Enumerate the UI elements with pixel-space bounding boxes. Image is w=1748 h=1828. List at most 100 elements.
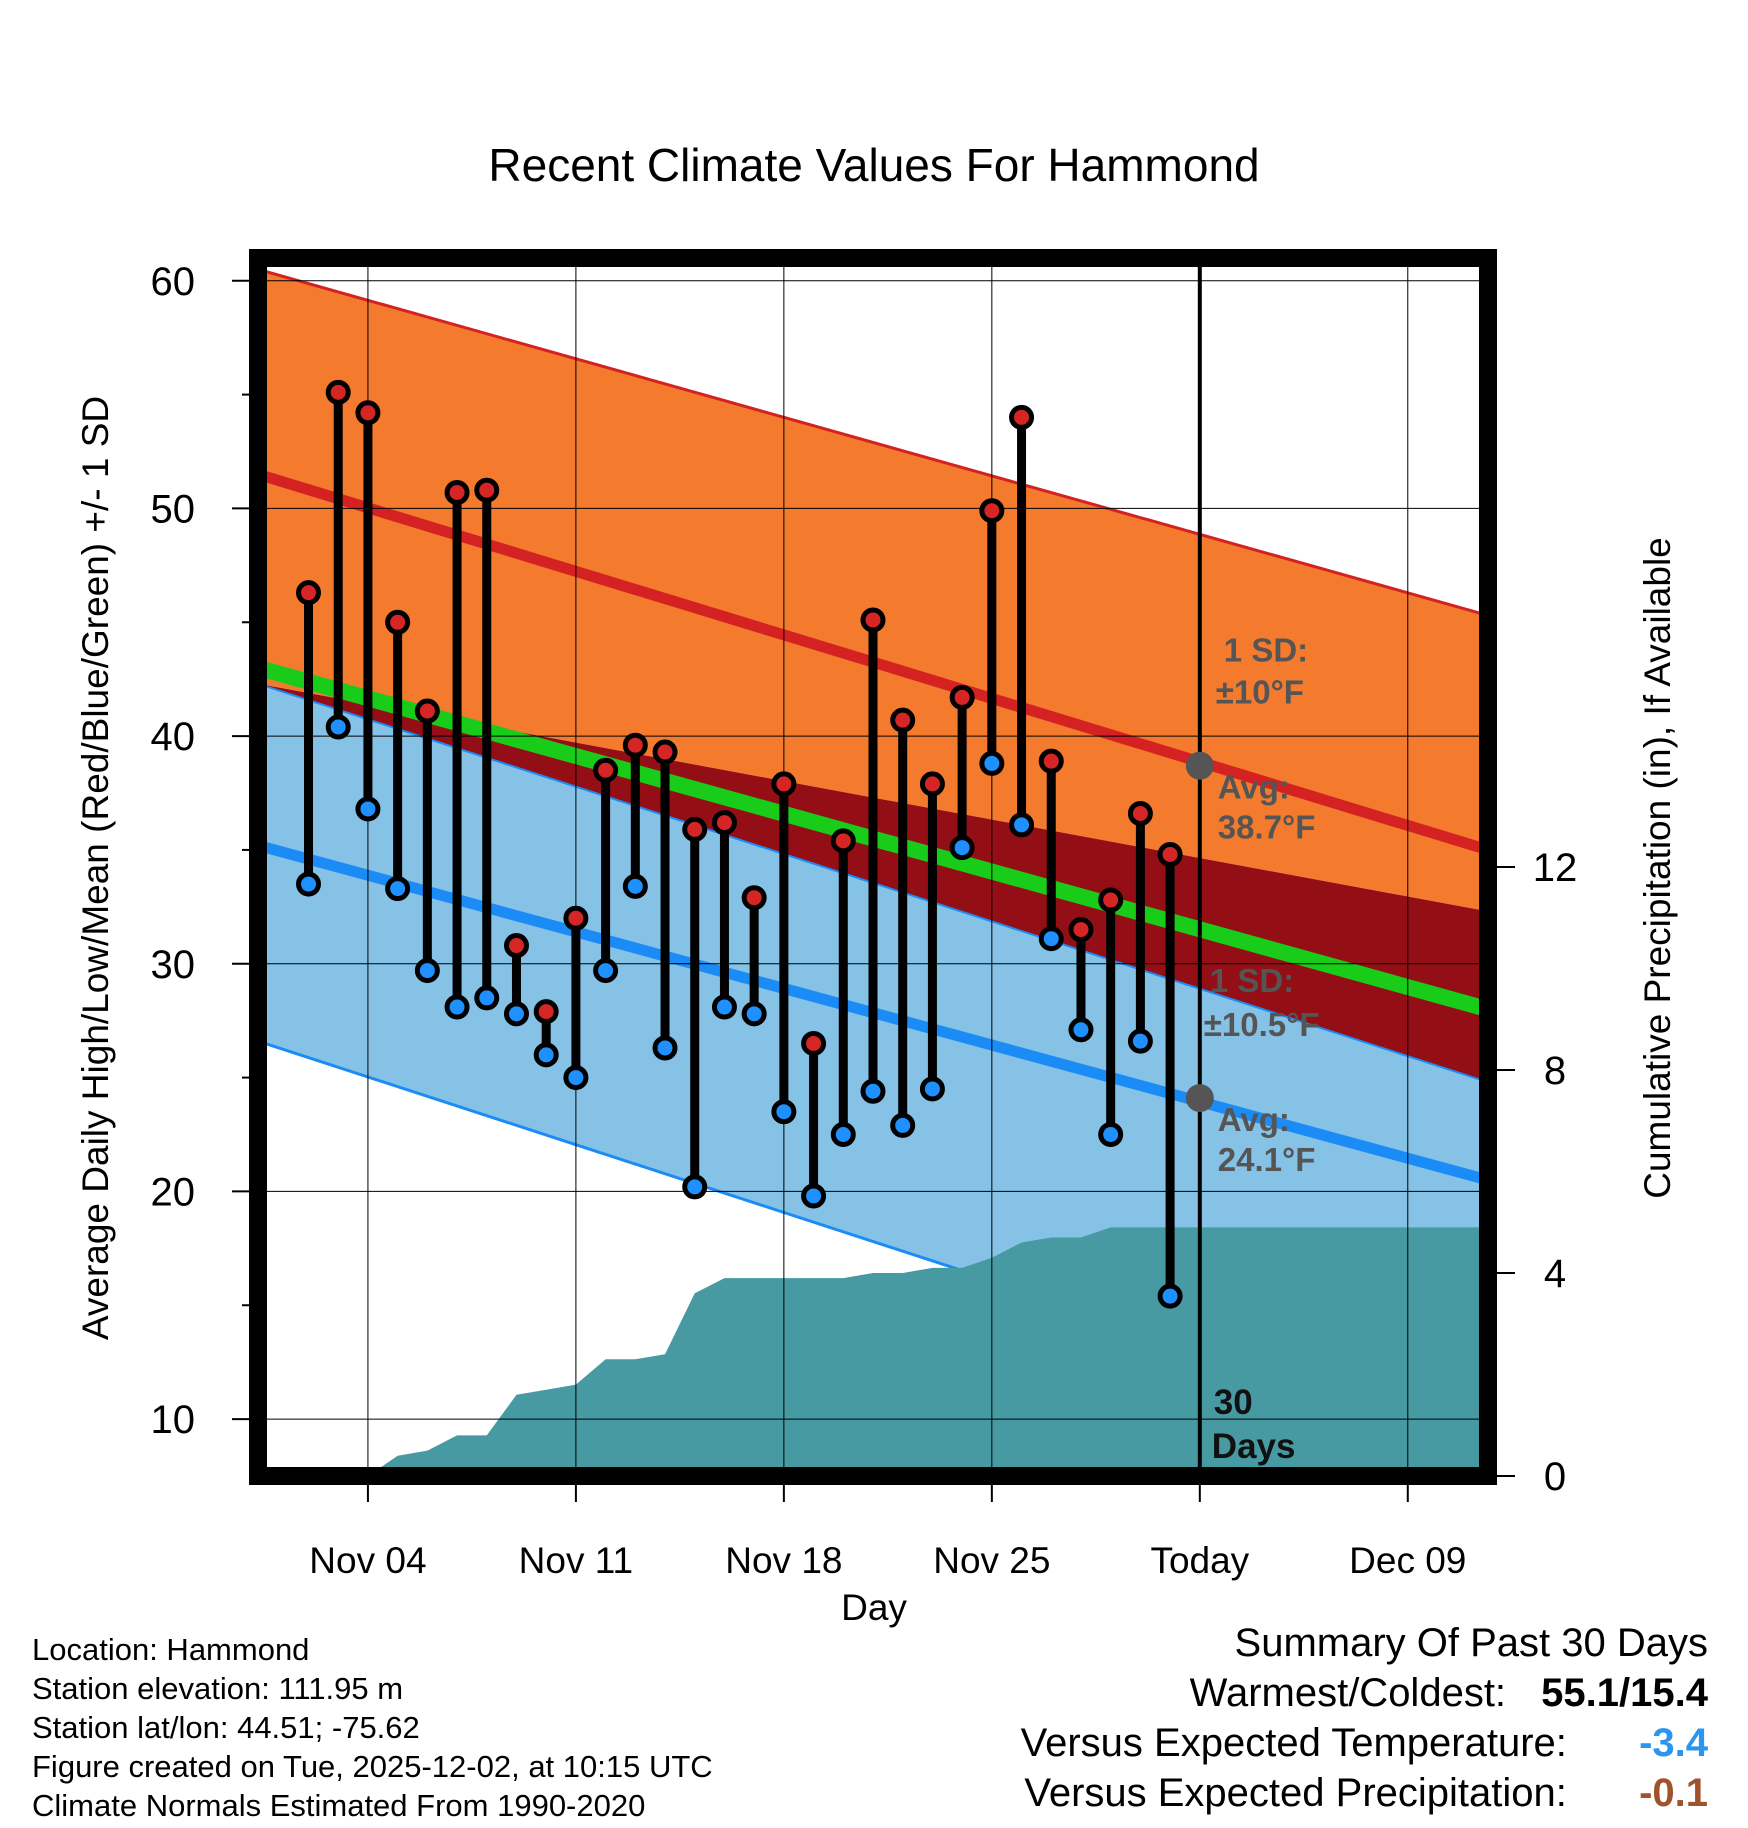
obs-low-point [1068,1017,1094,1043]
obs-high-point [503,933,529,959]
station-info: Location: Hammond Station elevation: 111… [32,1630,713,1825]
y-tick-label: 30 [151,943,196,987]
obs-low-point [652,1035,678,1061]
high-avg-annotation-value: 38.7°F [1218,809,1316,846]
x-tick-label: Dec 09 [1349,1540,1466,1581]
obs-low-point [296,871,322,897]
obs-high-point [860,607,886,633]
obs-low-point [771,1099,797,1125]
summary-title: Summary Of Past 30 Days [1234,1621,1708,1665]
x-tick-label: Nov 25 [933,1540,1050,1581]
plot-frame [249,249,1497,1485]
y2-axis-label: Cumulative Precipitation (in), If Availa… [1637,537,1678,1199]
obs-low-point [830,1122,856,1148]
created-text: Figure created on Tue, 2025-12-02, at 10… [32,1749,713,1784]
obs-low-point [1098,1122,1124,1148]
temp-departure-label: Versus Expected Temperature: [1020,1721,1567,1765]
high-sd-annotation-title: 1 SD: [1224,632,1308,669]
obs-high-point [593,757,619,783]
obs-low-point [860,1078,886,1104]
obs-high-point [919,771,945,797]
obs-high-point [563,905,589,931]
latlon-text: Station lat/lon: 44.51; -75.62 [32,1710,420,1745]
obs-high-point [801,1030,827,1056]
temp-departure-value: -3.4 [1639,1721,1708,1765]
low-avg-annotation-value: 24.1°F [1218,1141,1316,1178]
low-avg-annotation-title: Avg: [1218,1101,1290,1138]
high-avg-annotation-title: Avg: [1218,769,1290,806]
y2-tick-label: 4 [1544,1252,1566,1296]
x-axis-label: Day [841,1587,907,1628]
high-sd-annotation-value: ±10°F [1216,674,1304,711]
obs-low-point [801,1183,827,1209]
obs-low-point [919,1076,945,1102]
obs-high-point [741,885,767,911]
obs-low-point [444,994,470,1020]
obs-high-point [622,732,648,758]
obs-low-point [741,1001,767,1027]
obs-high-point [474,477,500,503]
low-avg-marker [1185,1084,1214,1113]
obs-low-point [533,1042,559,1068]
location-text: Location: Hammond [32,1632,310,1667]
obs-high-point [414,698,440,724]
obs-low-point [563,1065,589,1091]
obs-high-point [652,739,678,765]
obs-low-point [682,1174,708,1200]
obs-low-point [711,994,737,1020]
y-tick-label: 20 [151,1170,196,1214]
obs-low-point [503,1001,529,1027]
period-unit-annotation: Days [1212,1427,1296,1466]
y-axis-label: Average Daily High/Low/Mean (Red/Blue/Gr… [75,396,116,1340]
obs-low-point [385,876,411,902]
low-sd-annotation-title: 1 SD: [1210,962,1294,999]
obs-high-point [355,400,381,426]
normals-text: Climate Normals Estimated From 1990-2020 [32,1788,646,1823]
obs-low-point [949,835,975,861]
obs-high-point [1009,404,1035,430]
obs-low-point [622,873,648,899]
high-avg-marker [1185,751,1214,780]
obs-high-point [533,999,559,1025]
obs-high-point [711,810,737,836]
obs-high-point [325,379,351,405]
summary-warm-cold-row: Warmest/Coldest: 55.1/15.4 [1021,1668,1708,1718]
obs-high-point [890,707,916,733]
obs-high-point [1038,748,1064,774]
obs-high-point [1098,887,1124,913]
obs-high-point [385,609,411,635]
obs-high-point [771,771,797,797]
obs-high-point [444,479,470,505]
obs-low-point [1009,812,1035,838]
obs-high-point [949,684,975,710]
high-upper-line [265,269,1489,617]
period-number-annotation: 30 [1214,1383,1253,1422]
obs-high-point [682,816,708,842]
obs-low-point [414,958,440,984]
y-tick-label: 40 [151,715,196,759]
obs-low-point [890,1112,916,1138]
y-tick-label: 60 [151,260,196,304]
obs-low-point [593,958,619,984]
x-tick-label: Nov 04 [309,1540,426,1581]
obs-high-point [1068,917,1094,943]
obs-low-point [355,796,381,822]
obs-high-point [830,828,856,854]
summary-panel: Summary Of Past 30 Days Warmest/Coldest:… [1021,1618,1708,1818]
obs-high-point [1127,800,1153,826]
obs-high-point [1157,841,1183,867]
precip-departure-value: -0.1 [1639,1771,1708,1815]
x-tick-label: Nov 18 [725,1540,842,1581]
precip-departure-label: Versus Expected Precipitation: [1024,1771,1567,1815]
summary-precip-row: Versus Expected Precipitation: -0.1 [1021,1768,1708,1818]
obs-low-point [474,985,500,1011]
obs-low-point [979,750,1005,776]
summary-temp-row: Versus Expected Temperature: -3.4 [1021,1718,1708,1768]
obs-low-point [1038,926,1064,952]
obs-low-point [1157,1283,1183,1309]
obs-low-point [1127,1028,1153,1054]
obs-high-point [979,498,1005,524]
y2-tick-label: 0 [1544,1455,1566,1499]
y2-tick-label: 8 [1544,1049,1566,1093]
